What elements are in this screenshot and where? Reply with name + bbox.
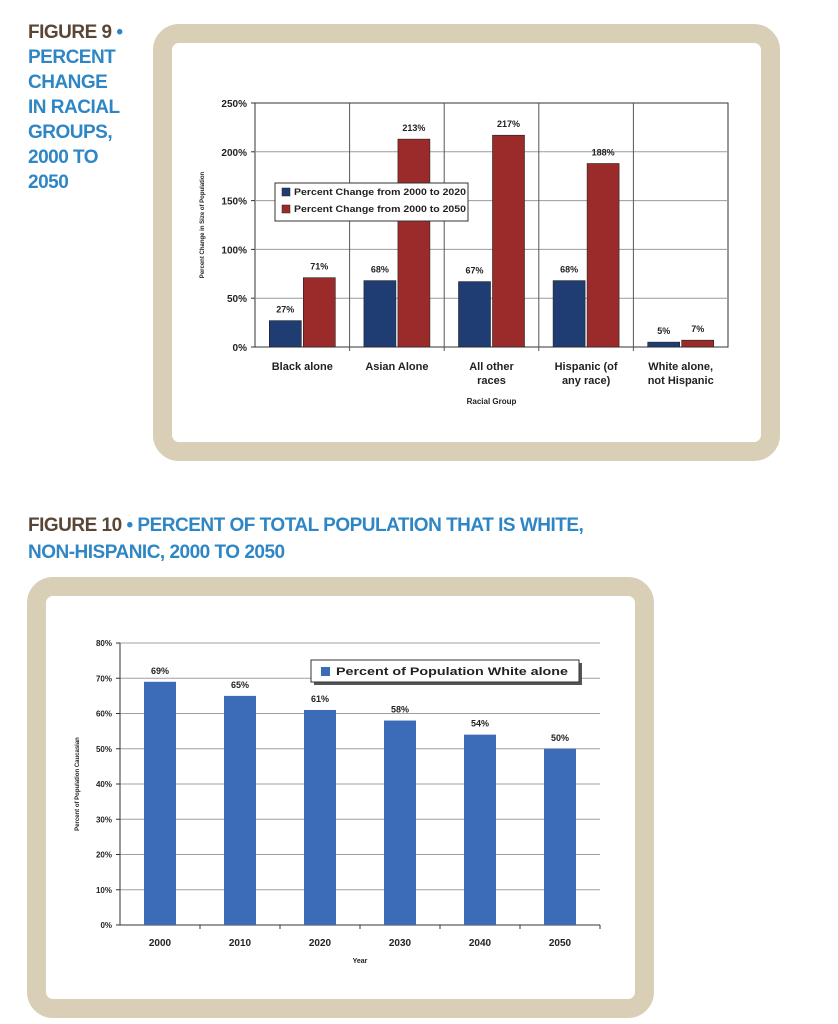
figure-9-title-line: 2000 TO — [28, 147, 99, 168]
legend-label: Percent Change from 2000 to 2020 — [294, 187, 466, 197]
y-tick-label: 30% — [96, 815, 112, 824]
bar — [544, 748, 576, 925]
y-tick-label: 250% — [221, 99, 247, 110]
bar — [302, 277, 336, 348]
x-tick-label: 2050 — [549, 938, 572, 949]
x-tick-label: 2030 — [389, 938, 412, 949]
x-tick-label: 2020 — [309, 938, 332, 949]
y-axis-label: Percent of Population Caucasian — [75, 737, 81, 831]
data-label: 61% — [311, 694, 329, 704]
legend-swatch — [321, 667, 330, 676]
bar — [464, 734, 496, 925]
data-label: 65% — [231, 680, 249, 690]
x-tick-label: Asian Alone — [365, 361, 428, 373]
y-tick-label: 40% — [96, 780, 112, 789]
figure-10-bullet: • — [126, 515, 133, 536]
x-tick-label: races — [477, 375, 506, 387]
y-tick-label: 70% — [96, 674, 112, 683]
bar — [458, 281, 491, 348]
y-tick-label: 150% — [221, 197, 247, 208]
data-label: 7% — [691, 324, 704, 334]
y-tick-label: 50% — [227, 294, 247, 305]
legend-label: Percent of Population White alone — [336, 666, 568, 678]
figure-9-chart: 0% 50% 100% 150% 200% 250% 27% 71% Black alone 68… — [200, 99, 729, 406]
y-tick-label: 20% — [96, 851, 112, 860]
figure-9-title-line: PERCENT — [28, 47, 116, 68]
figure-9-title-line: CHANGE — [28, 72, 108, 93]
x-tick-label: Hispanic (of — [555, 361, 618, 373]
y-tick-label: 80% — [96, 639, 112, 648]
data-label: 68% — [560, 265, 578, 275]
bar — [363, 280, 397, 348]
data-label: 58% — [391, 705, 409, 715]
figure-9-heading: FIGURE 9 • PERCENT CHANGE IN RACIAL GROU… — [28, 20, 153, 195]
bar — [647, 341, 681, 348]
y-tick-label: 10% — [96, 886, 112, 895]
data-label: 188% — [592, 148, 615, 158]
figure-10-number: FIGURE 10 — [28, 515, 122, 536]
data-label: 67% — [465, 266, 483, 276]
bar — [384, 720, 416, 925]
legend-box — [310, 659, 580, 683]
bar — [492, 134, 525, 348]
data-label: 68% — [371, 265, 389, 275]
bar — [681, 339, 715, 348]
legend-label: Percent Change from 2000 to 2050 — [294, 204, 466, 214]
figure-9-title-line: GROUPS, — [28, 122, 113, 143]
x-tick-label: Black alone — [272, 361, 333, 373]
data-label: 213% — [402, 123, 425, 133]
y-axis-label: Percent Change in Size of Population — [200, 172, 206, 279]
legend-swatch — [281, 187, 291, 197]
x-tick-label: 2010 — [229, 938, 252, 949]
y-tick-label: 0% — [233, 343, 248, 354]
figure-9-title-line: 2050 — [28, 172, 69, 193]
figure-9-title-line: IN RACIAL — [28, 97, 120, 118]
bar — [304, 709, 336, 925]
x-tick-label: White alone, — [648, 361, 713, 373]
data-label: 27% — [276, 305, 294, 315]
figure-10-title-line: NON-HISPANIC, 2000 TO 2050 — [28, 542, 285, 563]
data-label: 5% — [657, 326, 670, 336]
bar — [224, 695, 256, 925]
y-tick-label: 0% — [100, 921, 112, 930]
y-tick-label: 50% — [96, 745, 112, 754]
legend-box — [274, 182, 469, 222]
bar — [586, 163, 620, 348]
x-axis-label: Racial Group — [467, 397, 517, 406]
x-tick-label: 2000 — [149, 938, 172, 949]
figure-9-bullet: • — [116, 22, 123, 43]
legend-swatch — [281, 204, 291, 214]
figure-10-heading: FIGURE 10 • PERCENT OF TOTAL POPULATION … — [28, 512, 748, 566]
bar — [397, 138, 431, 348]
y-tick-label: 100% — [221, 245, 247, 256]
data-label: 50% — [551, 733, 569, 743]
x-tick-label: any race) — [562, 375, 611, 387]
x-tick-label: not Hispanic — [648, 375, 714, 387]
y-tick-label: 60% — [96, 710, 112, 719]
data-label: 217% — [497, 119, 520, 129]
x-tick-label: 2040 — [469, 938, 492, 949]
x-axis-label: Year — [353, 958, 368, 965]
y-tick-label: 200% — [221, 148, 247, 159]
bar — [268, 320, 302, 348]
figure-9-number: FIGURE 9 — [28, 22, 112, 43]
figure-10-title-line: PERCENT OF TOTAL POPULATION THAT IS WHIT… — [137, 515, 584, 536]
data-label: 54% — [471, 719, 489, 729]
bar — [552, 280, 586, 348]
x-tick-label: All other — [469, 361, 514, 373]
data-label: 69% — [151, 666, 169, 676]
data-label: 71% — [310, 262, 328, 272]
bar — [144, 681, 176, 925]
